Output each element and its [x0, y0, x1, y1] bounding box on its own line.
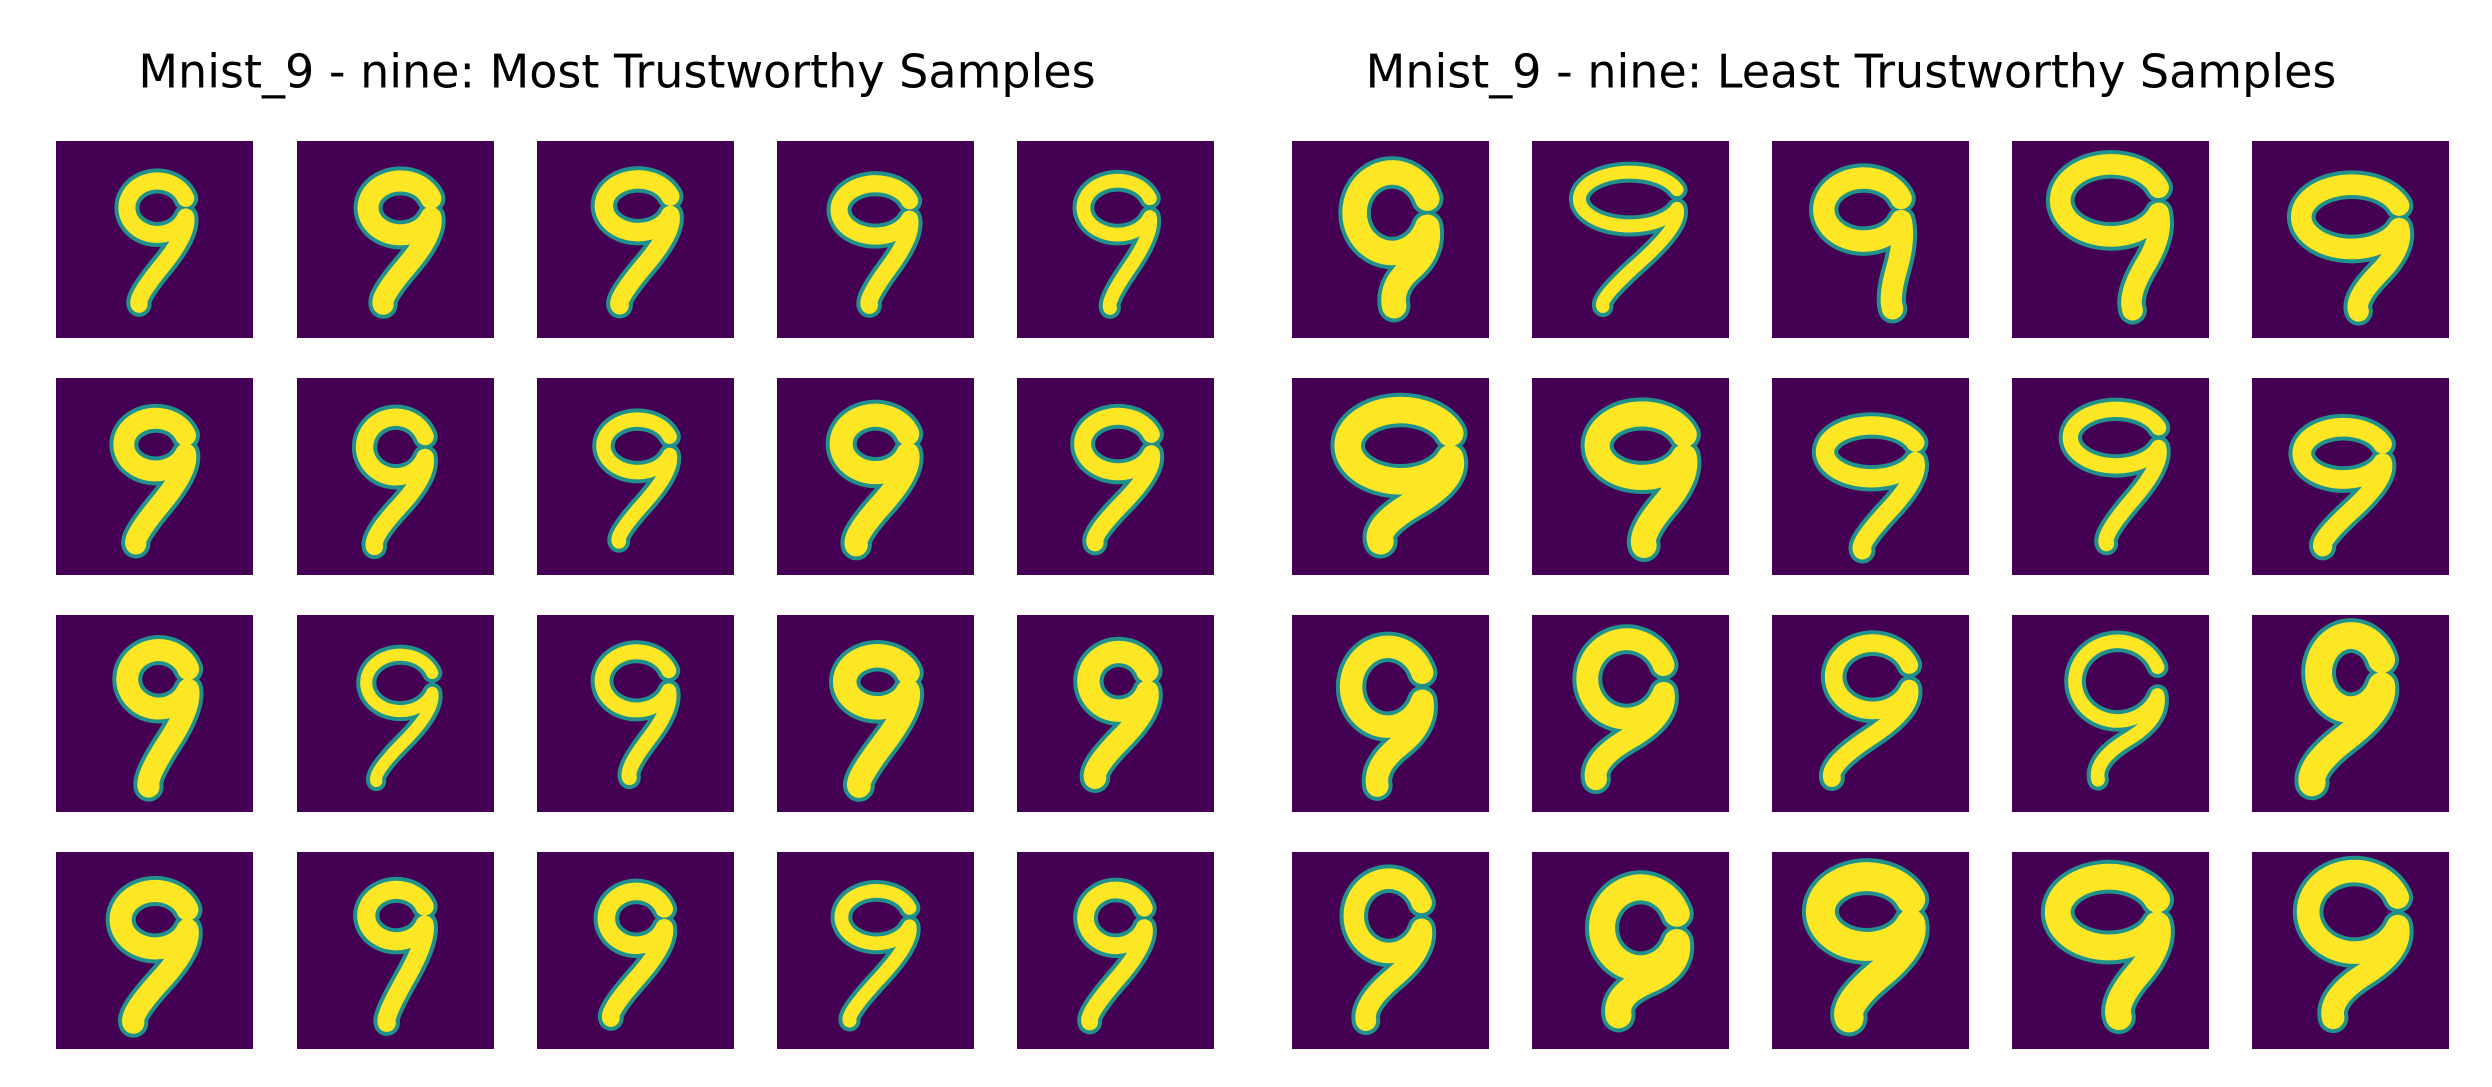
digit-stroke [1334, 396, 1465, 555]
digit-stroke [829, 403, 920, 557]
panel-title: Mnist_9 - nine: Least Trustworthy Sample… [1366, 45, 2337, 99]
digit-stroke [597, 882, 674, 1027]
digit-stroke [1584, 401, 1698, 559]
digit-stroke [2296, 859, 2410, 1030]
digit-stroke [2044, 863, 2171, 1031]
panel-title: Mnist_9 - nine: Most Trustworthy Samples [138, 45, 1095, 99]
digit-stroke [1805, 862, 1926, 1033]
digit-stroke [1343, 868, 1433, 1031]
digit-stroke [113, 407, 197, 555]
digit-stroke [594, 170, 680, 315]
digit-stroke [1077, 640, 1159, 789]
digit-stroke [2298, 622, 2396, 797]
digit-stroke [2068, 634, 2165, 787]
digit-stroke [2290, 174, 2411, 322]
digit-stroke [360, 648, 439, 788]
digit-stroke [1822, 634, 1919, 787]
digit-stroke [355, 408, 435, 556]
tile-grid [56, 141, 2449, 1049]
digit-stroke [1572, 165, 1685, 314]
digit-stroke [357, 170, 442, 315]
digit-stroke [2062, 401, 2167, 552]
digit-stroke [833, 644, 921, 798]
digit-stroke [834, 884, 917, 1028]
digit-stroke [116, 639, 200, 798]
digit-stroke [2292, 417, 2393, 557]
digit-stroke [1074, 407, 1161, 552]
digit-stroke [596, 412, 678, 549]
digit-stroke [594, 644, 677, 786]
digit-stroke [1339, 635, 1434, 797]
digit-stroke [1589, 874, 1691, 1029]
digit-stroke [1576, 628, 1675, 791]
digit-stroke [1077, 881, 1153, 1031]
digit-stroke [1076, 173, 1158, 315]
digit-stroke [1342, 160, 1441, 319]
digit-stroke [109, 879, 199, 1034]
digit-stroke [2049, 154, 2171, 321]
digit-stroke [357, 880, 435, 1032]
digit-stroke [1813, 167, 1914, 320]
digit-stroke [1815, 416, 1926, 560]
digit-stroke [118, 172, 195, 313]
digit-stroke [830, 175, 919, 314]
